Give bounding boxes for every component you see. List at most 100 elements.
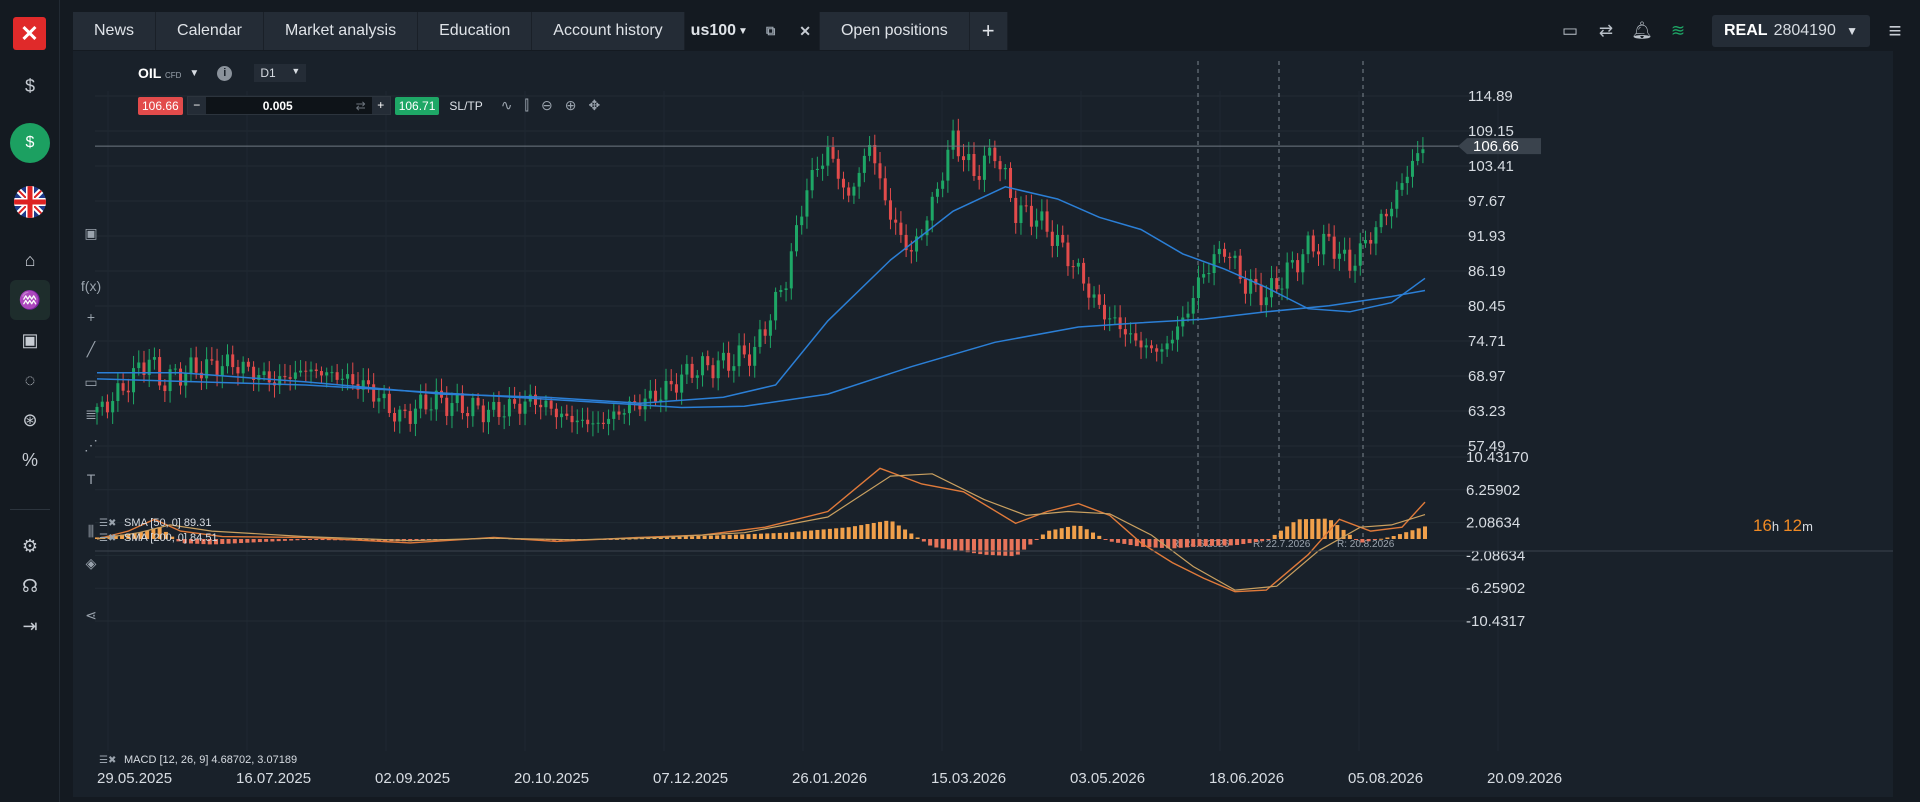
timeframe-select[interactable]: D1 ▼ <box>254 64 307 82</box>
candle-body <box>1243 278 1247 294</box>
time-axis: 29.05.2025 16.07.2025 02.09.2025 20.10.2025… <box>97 770 1562 787</box>
sma-200-legend[interactable]: SMA [200, 0] 84.51 <box>124 532 218 544</box>
quantity-stepper[interactable]: − 0.005 ⇄ + <box>186 96 391 115</box>
line-chart-icon[interactable]: ∿ <box>500 97 513 113</box>
uk-flag-icon[interactable] <box>14 186 46 218</box>
candle-body <box>419 394 423 409</box>
buy-price-button[interactable]: 106.71 <box>394 96 440 115</box>
macd-bar <box>1360 539 1365 543</box>
instrument-tab-label: us100 <box>690 22 737 39</box>
chart-canvas[interactable]: 114.89 109.15 103.41 97.67 91.93 86.19 80.45 74… <box>73 51 1893 797</box>
macd-bar <box>307 539 312 540</box>
zoom-out-icon[interactable]: ⊖ <box>540 97 553 113</box>
chevron-down-icon[interactable]: ▼ <box>189 67 200 79</box>
logout-icon[interactable]: ⇥ <box>22 615 38 636</box>
decrease-button[interactable]: − <box>187 97 206 114</box>
transfer-icon[interactable]: ⇄ <box>1598 21 1614 40</box>
account-selector[interactable]: REAL 2804190 ▼ <box>1712 15 1870 47</box>
macd-legend[interactable]: MACD [12, 26, 9] 4.68702, 3.07189 <box>124 754 297 766</box>
sma-50-legend[interactable]: SMA [50, 0] 89.31 <box>124 517 211 529</box>
time-tick-label: 15.03.2026 <box>931 770 1006 787</box>
candle-body <box>706 356 710 366</box>
indicators-icon[interactable]: ⫼ <box>87 523 95 539</box>
close-icon[interactable]: ✕ <box>799 22 811 39</box>
screen-icon[interactable]: ▭ <box>1561 21 1579 40</box>
function-icon[interactable]: f(x) <box>80 278 102 294</box>
candle-body <box>716 360 720 379</box>
line-tool-icon[interactable]: ╱ <box>86 341 96 357</box>
instrument-symbol[interactable]: OIL CFD <box>138 65 182 81</box>
text-tool-icon[interactable]: T <box>86 471 96 487</box>
rectangle-tool-icon[interactable]: ▭ <box>84 374 98 390</box>
layers-icon[interactable]: ◈ <box>85 555 97 571</box>
candle-body <box>1301 254 1305 273</box>
candle-body <box>361 380 365 390</box>
piggy-icon[interactable]: ◌ <box>24 369 36 390</box>
candle-body <box>1332 236 1336 259</box>
increase-button[interactable]: + <box>371 97 390 114</box>
percent-icon[interactable]: % <box>21 449 38 470</box>
candle-body <box>633 401 637 403</box>
time-tick-label: 18.06.2026 <box>1209 770 1284 787</box>
tab-account-history[interactable]: Account history <box>532 12 685 50</box>
tab-open-positions[interactable]: Open positions <box>819 12 970 50</box>
macd-bar <box>1047 530 1052 539</box>
account-type: REAL <box>1724 22 1768 39</box>
tab-education[interactable]: Education <box>418 12 533 50</box>
headset-icon[interactable]: ☊ <box>22 575 38 596</box>
zoom-in-icon[interactable]: ⊕ <box>564 97 577 113</box>
macd-bar <box>821 529 826 539</box>
macd-bar <box>1235 539 1240 545</box>
add-tab-icon[interactable]: + <box>969 12 1008 50</box>
gear-icon[interactable]: ⚙ <box>21 535 39 556</box>
swap-icon[interactable]: ⇄ <box>355 98 366 113</box>
bell-icon[interactable]: 🔔︎ <box>1631 21 1653 40</box>
candle-body <box>768 320 772 336</box>
chevron-down-icon[interactable]: ▼ <box>738 25 748 37</box>
popout-icon[interactable]: ⧉ <box>765 23 776 38</box>
macd-bar <box>1072 525 1077 539</box>
macd-bar <box>658 537 663 539</box>
candle-body <box>831 147 835 159</box>
quantity-value[interactable]: 0.005 <box>262 98 293 113</box>
tab-market-analysis[interactable]: Market analysis <box>263 12 419 50</box>
macd-bar <box>1423 526 1427 539</box>
crosshair-icon[interactable]: + <box>86 309 96 325</box>
left-rail: ✕ $ $ ⌂ ♒ ▣ ◌ ⊛ % ⚙ ☊ ⇥ <box>0 0 60 802</box>
macd-bar <box>1166 539 1171 549</box>
macd-bar <box>1022 539 1027 550</box>
tab-instrument[interactable]: us100 ▼ ⧉ ✕ <box>684 12 820 50</box>
macd-bar <box>1272 534 1277 539</box>
sell-price-button[interactable]: 106.66 <box>138 96 183 115</box>
candle-body <box>570 415 574 423</box>
info-icon[interactable]: i <box>217 65 233 81</box>
tab-calendar[interactable]: Calendar <box>156 12 264 50</box>
sltp-button[interactable]: SL/TP <box>449 98 483 113</box>
fan-tool-icon[interactable]: ⋰ <box>84 437 98 453</box>
dollar-icon[interactable]: $ <box>24 75 35 96</box>
coin-icon[interactable]: ⊛ <box>22 409 38 430</box>
deposit-icon[interactable]: $ <box>10 123 50 163</box>
share-icon[interactable]: ⋖ <box>85 607 97 623</box>
fibonacci-tool-icon[interactable]: ≣ <box>85 406 97 422</box>
candle-body <box>993 147 997 162</box>
home-icon[interactable]: ⌂ <box>24 249 36 270</box>
macd-bar <box>984 539 989 555</box>
tab-news[interactable]: News <box>73 12 157 50</box>
candle-body <box>1416 153 1420 161</box>
macd-bar <box>1410 530 1415 539</box>
window-icon[interactable]: ▣ <box>84 225 98 241</box>
candle-body <box>1306 235 1310 255</box>
chart-icon[interactable]: ♒ <box>10 280 50 320</box>
move-icon[interactable]: ✥ <box>588 97 601 113</box>
macd-bar <box>1172 539 1177 549</box>
news-icon[interactable]: ▣ <box>21 329 39 350</box>
candle-type-icon[interactable]: ⫿ <box>524 97 529 113</box>
macd-bar <box>1078 525 1083 539</box>
candle-body <box>962 156 966 161</box>
hamburger-menu-icon[interactable]: ≡ <box>1888 18 1902 43</box>
brand-logo[interactable]: ✕ <box>13 17 46 50</box>
chevron-down-icon: ▼ <box>1846 24 1858 38</box>
macd-tick-label: -2.08634 <box>1466 547 1525 564</box>
macd-bar <box>1303 519 1308 539</box>
